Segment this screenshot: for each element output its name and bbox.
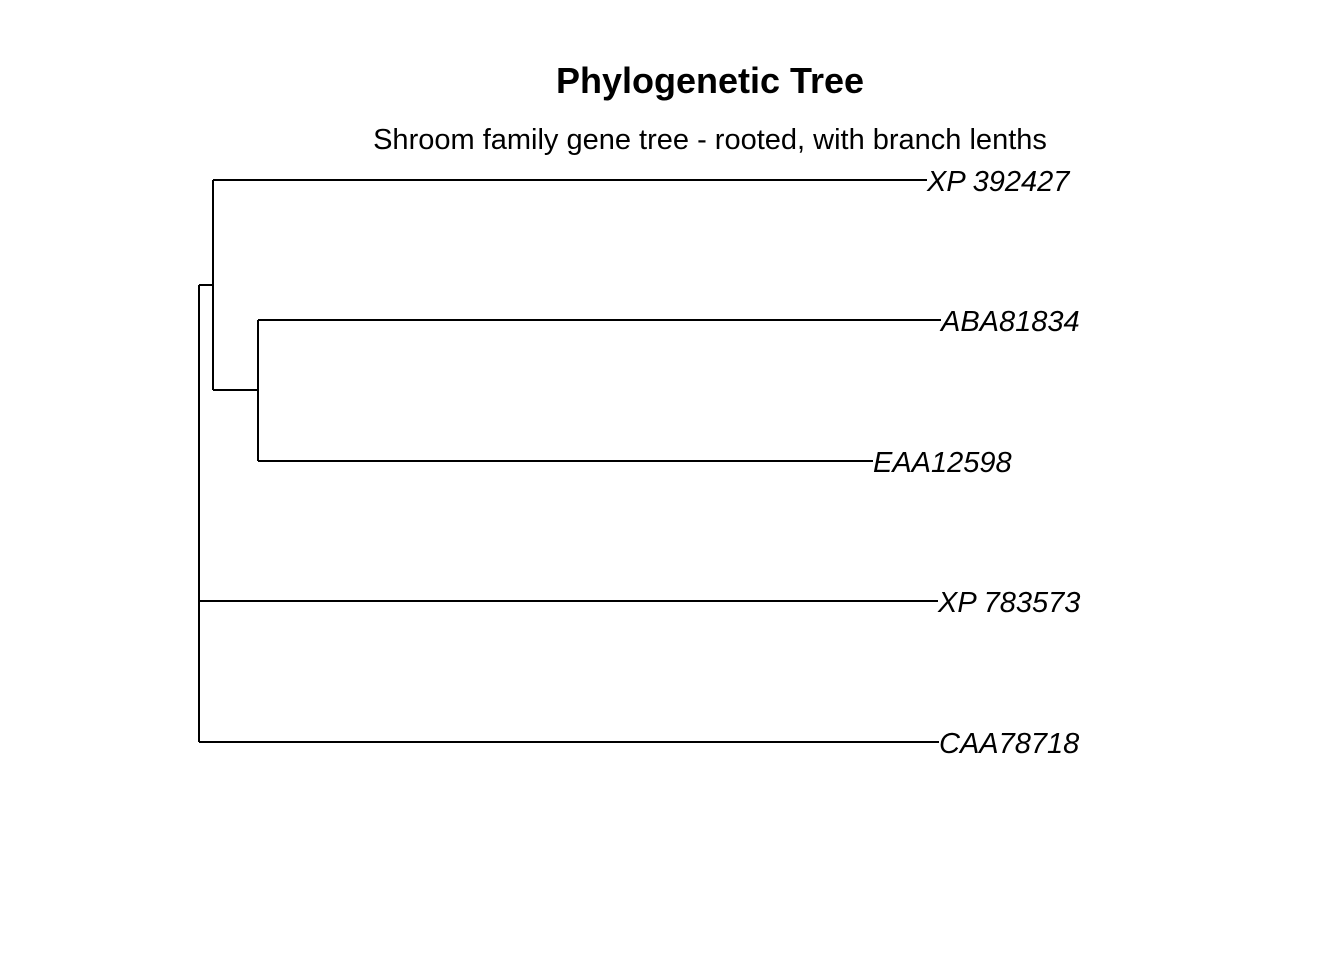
tip-label-eaa12598: EAA12598 bbox=[873, 447, 1012, 479]
tip-label-xp-783573: XP 783573 bbox=[937, 587, 1080, 619]
tip-label-caa78718: CAA78718 bbox=[939, 728, 1079, 760]
figure-subtitle: Shroom family gene tree - rooted, with b… bbox=[373, 124, 1047, 156]
tip-label-aba81834: ABA81834 bbox=[939, 306, 1080, 338]
tree-branches bbox=[198, 179, 941, 743]
tip-labels: XP 392427 ABA81834 EAA12598 XP 783573 CA… bbox=[873, 166, 1080, 760]
figure-title: Phylogenetic Tree bbox=[556, 60, 864, 101]
tip-label-xp-392427: XP 392427 bbox=[926, 166, 1071, 198]
